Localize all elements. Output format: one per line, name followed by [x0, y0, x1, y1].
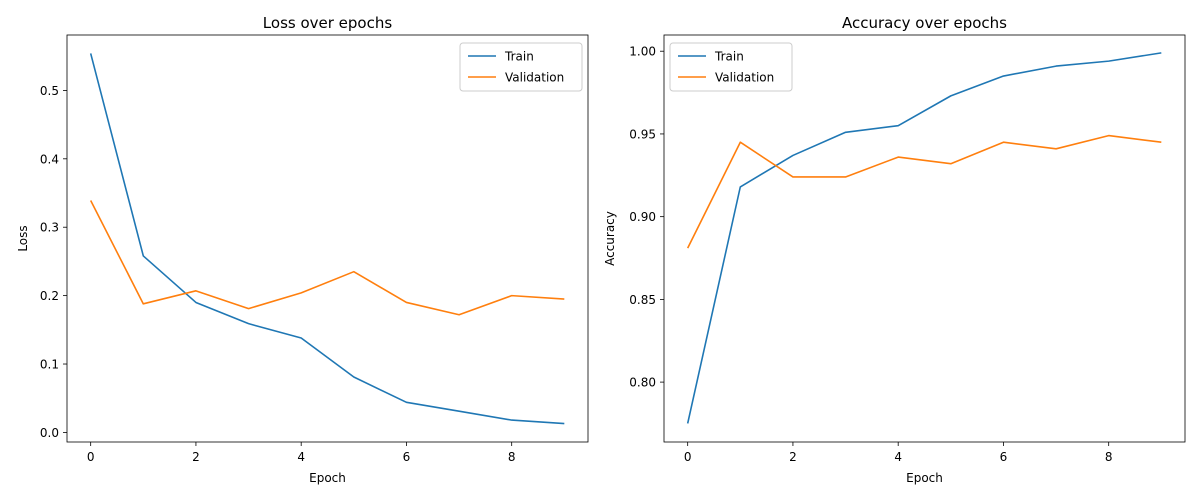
plot-frame [663, 34, 1186, 443]
legend: Train Validation [669, 42, 793, 92]
x-tick-label: 4 [894, 450, 902, 464]
legend-label-validation: Validation [715, 71, 774, 85]
legend-box [459, 42, 583, 92]
series-line-train [89, 53, 565, 425]
y-tick-label: 0.90 [629, 210, 656, 224]
chart-title: Loss over epochs [263, 14, 393, 32]
x-tick-label: 6 [403, 450, 411, 464]
x-tick-label: 2 [192, 450, 200, 464]
x-tick-label: 0 [87, 450, 95, 464]
y-tick-label: 0.1 [40, 358, 59, 372]
y-axis-label: Accuracy [603, 211, 617, 266]
x-tick-label: 2 [789, 450, 797, 464]
y-tick-label: 1.00 [629, 45, 656, 59]
series-line-train [686, 52, 1162, 424]
y-tick-label: 0.4 [40, 152, 59, 166]
legend: Train Validation [459, 42, 583, 92]
legend-box [669, 42, 793, 92]
y-tick-label: 0.0 [40, 426, 59, 440]
y-tick-label: 0.80 [629, 376, 656, 390]
series-line-validation [89, 200, 565, 316]
y-tick-label: 0.85 [629, 293, 656, 307]
y-tick-label: 0.2 [40, 289, 59, 303]
subplot-1: Accuracy over epochs 0 2 4 6 8 0.80 0.85 0.90 0.9… [603, 14, 1186, 485]
x-axis-label: Epoch [906, 471, 943, 485]
y-tick-label: 0.5 [40, 84, 59, 98]
x-axis-label: Epoch [309, 471, 346, 485]
subplot-0: Loss over epochs 0 2 4 6 8 0.0 0.1 0.2 0.3 0.4 0.5 E… [16, 14, 589, 485]
series-line-validation [686, 134, 1162, 249]
chart-title: Accuracy over epochs [842, 14, 1007, 32]
x-tick-label: 8 [508, 450, 516, 464]
y-tick-label: 0.95 [629, 127, 656, 141]
x-tick-label: 4 [297, 450, 305, 464]
x-tick-label: 0 [684, 450, 692, 464]
y-axis-label: Loss [16, 225, 30, 251]
legend-label-train: Train [504, 50, 534, 64]
plot-frame [66, 34, 589, 443]
x-tick-label: 6 [1000, 450, 1008, 464]
legend-label-train: Train [714, 50, 744, 64]
legend-label-validation: Validation [505, 71, 564, 85]
y-tick-label: 0.3 [40, 221, 59, 235]
x-tick-label: 8 [1105, 450, 1113, 464]
